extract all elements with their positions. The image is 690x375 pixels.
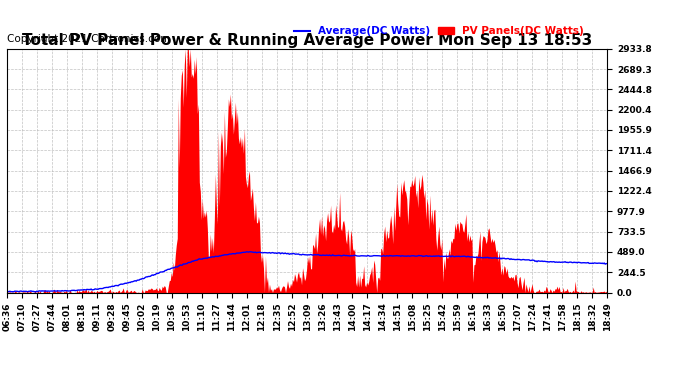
Legend: Average(DC Watts), PV Panels(DC Watts): Average(DC Watts), PV Panels(DC Watts) xyxy=(290,22,589,40)
Text: Copyright 2021 Cartronics.com: Copyright 2021 Cartronics.com xyxy=(7,34,170,44)
Title: Total PV Panel Power & Running Average Power Mon Sep 13 18:53: Total PV Panel Power & Running Average P… xyxy=(22,33,592,48)
